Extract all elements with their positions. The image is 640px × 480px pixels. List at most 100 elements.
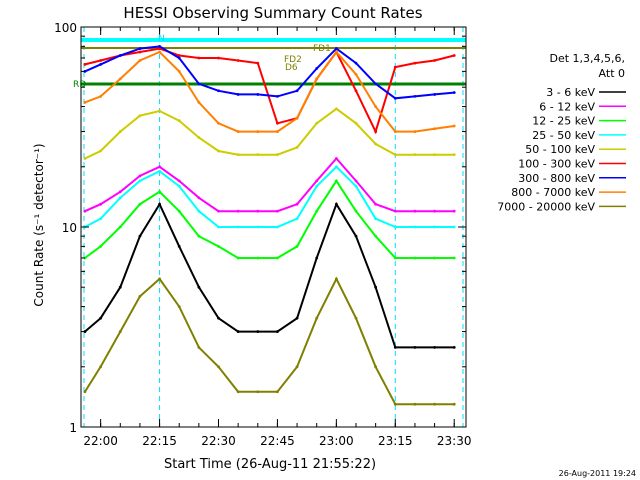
data-point <box>393 346 397 349</box>
data-point <box>452 346 456 349</box>
data-point <box>217 225 220 229</box>
data-point <box>354 61 358 65</box>
data-point <box>83 157 87 160</box>
series-line-6 <box>84 47 455 135</box>
data-point <box>334 157 338 160</box>
data-point <box>452 225 456 229</box>
data-point <box>256 256 260 260</box>
y-tick-label: 10 <box>62 221 77 235</box>
data-point <box>118 330 122 333</box>
data-point <box>99 316 103 320</box>
data-point <box>197 100 201 104</box>
data-point <box>374 105 378 108</box>
data-point <box>177 69 181 73</box>
data-point <box>256 209 260 213</box>
data-point <box>374 82 378 86</box>
data-point <box>217 56 220 60</box>
legend-label: 7000 - 20000 keV <box>497 200 595 213</box>
data-point <box>236 330 240 333</box>
data-point <box>276 153 279 157</box>
data-point <box>118 285 122 289</box>
data-point <box>138 179 142 183</box>
data-point <box>197 56 201 60</box>
plot-area <box>81 27 466 427</box>
data-point <box>334 277 338 281</box>
data-point <box>315 121 319 125</box>
data-point <box>433 346 436 349</box>
data-point <box>276 225 279 229</box>
data-point <box>276 94 279 98</box>
data-point <box>452 91 456 94</box>
data-point <box>452 54 456 57</box>
data-point <box>138 202 142 206</box>
series-line-5 <box>84 107 455 160</box>
data-point <box>315 179 319 183</box>
data-point <box>374 217 378 221</box>
annotation-label: N <box>158 34 165 44</box>
series-line-2 <box>84 156 455 213</box>
data-point <box>118 54 122 57</box>
data-point <box>413 94 417 98</box>
data-point <box>256 153 260 157</box>
data-point <box>177 54 181 57</box>
data-point <box>276 330 279 333</box>
chart-title: HESSI Observing Summary Count Rates <box>123 4 422 22</box>
data-point <box>295 146 299 149</box>
data-point <box>118 225 122 229</box>
data-point <box>433 256 436 260</box>
series-line-7 <box>84 45 455 100</box>
data-point <box>374 202 378 206</box>
data-point <box>315 316 319 320</box>
data-point <box>374 142 378 146</box>
legend-label: 50 - 100 keV <box>525 143 595 156</box>
data-point <box>118 77 122 81</box>
footer-date: 26-Aug-2011 19:24 <box>559 469 636 478</box>
data-point <box>99 244 103 248</box>
data-point <box>158 169 161 173</box>
data-point <box>374 365 378 369</box>
data-point <box>217 89 220 93</box>
data-point <box>295 116 299 120</box>
x-tick-label: 23:30 <box>437 434 472 448</box>
data-point <box>197 285 201 289</box>
data-point <box>295 89 299 93</box>
data-point <box>334 50 338 54</box>
data-point <box>276 130 279 133</box>
x-tick-label: 22:15 <box>142 434 177 448</box>
data-point <box>295 316 299 320</box>
data-point <box>433 225 436 229</box>
legend-header-line-2: Att 0 <box>599 67 625 80</box>
data-point <box>334 107 338 111</box>
data-point <box>158 202 161 206</box>
data-point <box>354 179 358 183</box>
data-point <box>413 256 417 260</box>
data-point <box>256 390 260 394</box>
data-point <box>99 202 103 206</box>
data-point <box>236 93 240 96</box>
data-point <box>236 256 240 260</box>
data-point <box>256 93 260 96</box>
data-point <box>118 130 122 133</box>
data-point <box>99 365 103 369</box>
data-point <box>99 217 103 221</box>
axis-ticks: 22:00 22:15 22:30 22:45 23:00 23:15 23:30 1 10 10… <box>54 21 471 448</box>
data-point <box>393 402 397 406</box>
data-point <box>158 277 161 281</box>
legend-label: 6 - 12 keV <box>539 100 595 113</box>
x-tick-label: 23:15 <box>378 434 413 448</box>
data-point <box>158 109 161 113</box>
x-tick-label: 23:00 <box>319 434 354 448</box>
data-point <box>177 184 181 188</box>
data-point <box>158 50 161 54</box>
data-point <box>354 121 358 125</box>
data-point <box>452 209 456 213</box>
data-point <box>354 184 358 188</box>
annotation-label: RD <box>73 80 86 90</box>
data-point <box>217 316 220 320</box>
data-point <box>315 67 319 70</box>
data-point <box>354 234 358 238</box>
data-point <box>413 209 417 213</box>
data-point <box>256 130 260 133</box>
data-point <box>158 190 161 194</box>
